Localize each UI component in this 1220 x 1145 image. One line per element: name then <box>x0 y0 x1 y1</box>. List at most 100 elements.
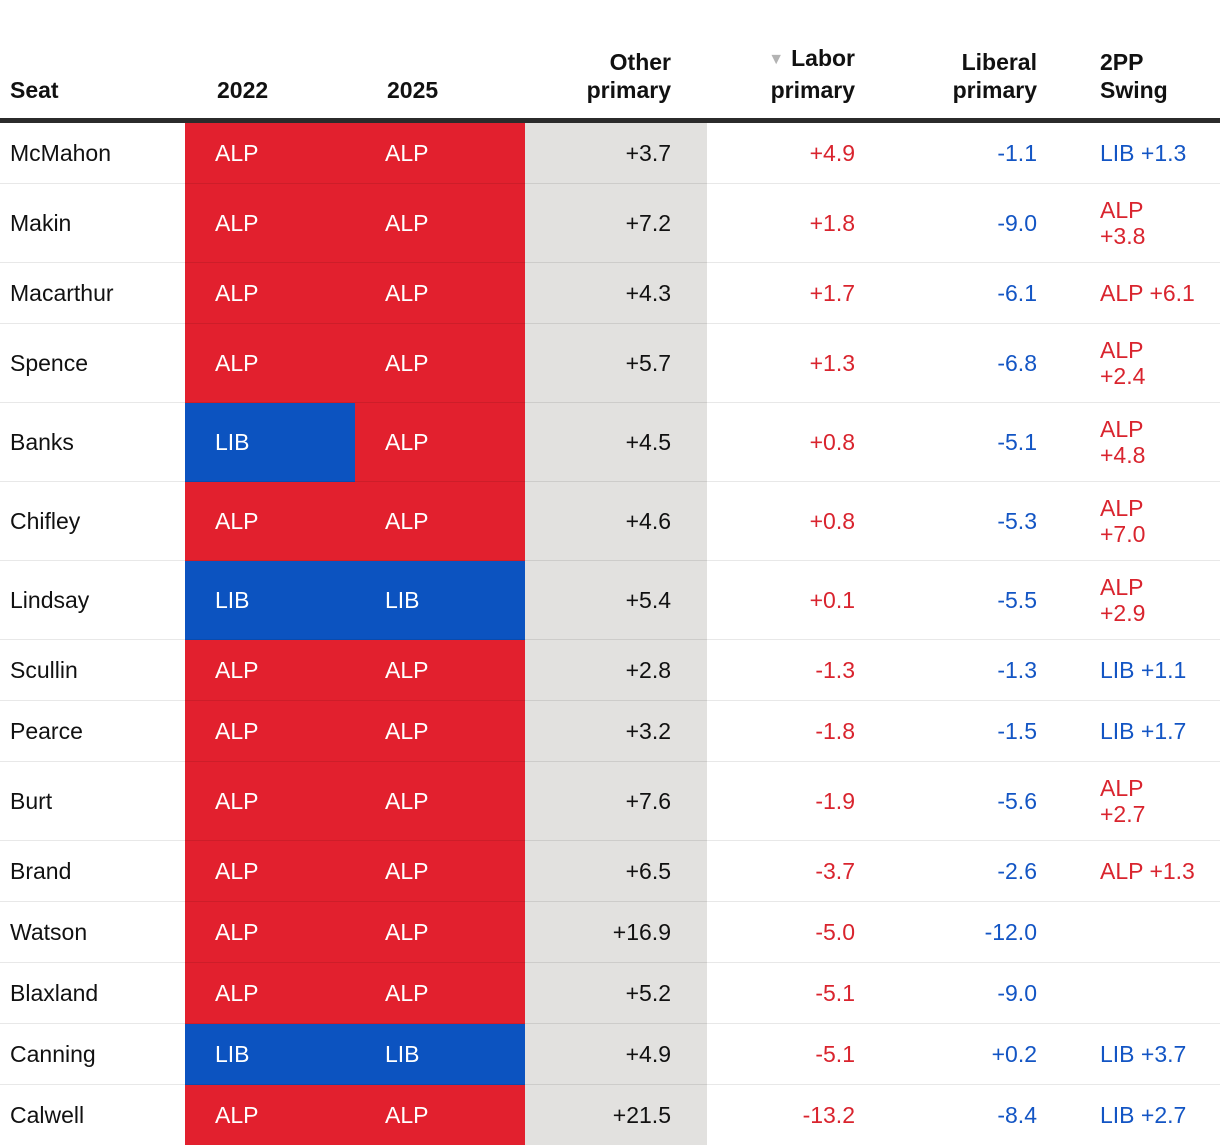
cell-2022-party: ALP <box>185 640 355 701</box>
cell-other-primary: +5.7 <box>525 324 707 403</box>
sort-desc-icon: ▼ <box>768 51 784 68</box>
cell-liberal-primary: -12.0 <box>880 902 1062 963</box>
cell-labor-primary: +0.8 <box>707 403 880 482</box>
cell-seat: Calwell <box>0 1085 185 1145</box>
column-header-label: Liberal <box>880 48 1037 76</box>
cell-2022-party: ALP <box>185 482 355 561</box>
cell-liberal-primary: -1.1 <box>880 121 1062 184</box>
cell-seat: Banks <box>0 403 185 482</box>
cell-labor-primary: -3.7 <box>707 841 880 902</box>
cell-liberal-primary: -5.1 <box>880 403 1062 482</box>
cell-other-primary: +21.5 <box>525 1085 707 1145</box>
column-header-2022[interactable]: 2022 <box>185 0 355 121</box>
cell-other-primary: +4.9 <box>525 1024 707 1085</box>
cell-liberal-primary: -6.8 <box>880 324 1062 403</box>
cell-other-primary: +7.6 <box>525 762 707 841</box>
table-header: Seat 2022 2025 Other primary ▼ Labor prim… <box>0 0 1220 121</box>
cell-2022-party: LIB <box>185 1024 355 1085</box>
cell-labor-primary: -1.8 <box>707 701 880 762</box>
cell-labor-primary: +4.9 <box>707 121 880 184</box>
cell-2pp-swing: ALP+2.7 <box>1062 762 1220 841</box>
cell-labor-primary: +1.8 <box>707 184 880 263</box>
cell-seat: Brand <box>0 841 185 902</box>
cell-2pp-swing: ALP +1.3 <box>1062 841 1220 902</box>
cell-2022-party: ALP <box>185 324 355 403</box>
cell-labor-primary: +0.1 <box>707 561 880 640</box>
cell-other-primary: +4.3 <box>525 263 707 324</box>
column-header-other-primary[interactable]: Other primary <box>525 0 707 121</box>
cell-2pp-swing <box>1062 902 1220 963</box>
column-header-label: Seat <box>10 77 59 103</box>
cell-2022-party: ALP <box>185 184 355 263</box>
cell-2pp-swing: ALP +6.1 <box>1062 263 1220 324</box>
cell-2022-party: ALP <box>185 762 355 841</box>
cell-2025-party: ALP <box>355 701 525 762</box>
column-header-2pp-swing[interactable]: 2PP Swing <box>1062 0 1220 121</box>
cell-2025-party: LIB <box>355 561 525 640</box>
column-header-labor-primary[interactable]: ▼ Labor primary <box>707 0 880 121</box>
cell-other-primary: +7.2 <box>525 184 707 263</box>
cell-labor-primary: -1.9 <box>707 762 880 841</box>
cell-other-primary: +5.2 <box>525 963 707 1024</box>
cell-labor-primary: +1.7 <box>707 263 880 324</box>
cell-2025-party: ALP <box>355 762 525 841</box>
cell-2025-party: ALP <box>355 324 525 403</box>
cell-2025-party: ALP <box>355 184 525 263</box>
cell-liberal-primary: -9.0 <box>880 184 1062 263</box>
cell-2025-party: ALP <box>355 640 525 701</box>
column-header-label: Labor <box>791 45 855 71</box>
column-header-seat[interactable]: Seat <box>0 0 185 121</box>
cell-seat: Scullin <box>0 640 185 701</box>
cell-2pp-swing: LIB +3.7 <box>1062 1024 1220 1085</box>
cell-2022-party: ALP <box>185 902 355 963</box>
column-header-label: primary <box>707 76 855 104</box>
cell-labor-primary: +0.8 <box>707 482 880 561</box>
cell-seat: Canning <box>0 1024 185 1085</box>
cell-2pp-swing <box>1062 963 1220 1024</box>
cell-2pp-swing: ALP+3.8 <box>1062 184 1220 263</box>
column-header-liberal-primary[interactable]: Liberal primary <box>880 0 1062 121</box>
cell-2022-party: ALP <box>185 701 355 762</box>
cell-other-primary: +5.4 <box>525 561 707 640</box>
cell-2pp-swing: LIB +2.7 <box>1062 1085 1220 1145</box>
cell-liberal-primary: -5.3 <box>880 482 1062 561</box>
column-header-label: Swing <box>1100 76 1220 104</box>
cell-2022-party: LIB <box>185 403 355 482</box>
cell-2022-party: ALP <box>185 841 355 902</box>
cell-2pp-swing: ALP+4.8 <box>1062 403 1220 482</box>
cell-seat: Watson <box>0 902 185 963</box>
cell-liberal-primary: -6.1 <box>880 263 1062 324</box>
cell-liberal-primary: +0.2 <box>880 1024 1062 1085</box>
cell-2025-party: ALP <box>355 121 525 184</box>
cell-liberal-primary: -5.5 <box>880 561 1062 640</box>
cell-2025-party: ALP <box>355 1085 525 1145</box>
cell-2pp-swing: ALP+2.4 <box>1062 324 1220 403</box>
cell-seat: Spence <box>0 324 185 403</box>
cell-2022-party: ALP <box>185 963 355 1024</box>
column-header-2025[interactable]: 2025 <box>355 0 525 121</box>
cell-other-primary: +2.8 <box>525 640 707 701</box>
cell-2pp-swing: LIB +1.3 <box>1062 121 1220 184</box>
cell-liberal-primary: -1.5 <box>880 701 1062 762</box>
cell-2pp-swing: LIB +1.1 <box>1062 640 1220 701</box>
cell-other-primary: +4.6 <box>525 482 707 561</box>
cell-2025-party: LIB <box>355 1024 525 1085</box>
cell-labor-primary: +1.3 <box>707 324 880 403</box>
cell-2025-party: ALP <box>355 841 525 902</box>
cell-2025-party: ALP <box>355 482 525 561</box>
cell-liberal-primary: -8.4 <box>880 1085 1062 1145</box>
cell-liberal-primary: -2.6 <box>880 841 1062 902</box>
cell-seat: Makin <box>0 184 185 263</box>
cell-labor-primary: -1.3 <box>707 640 880 701</box>
